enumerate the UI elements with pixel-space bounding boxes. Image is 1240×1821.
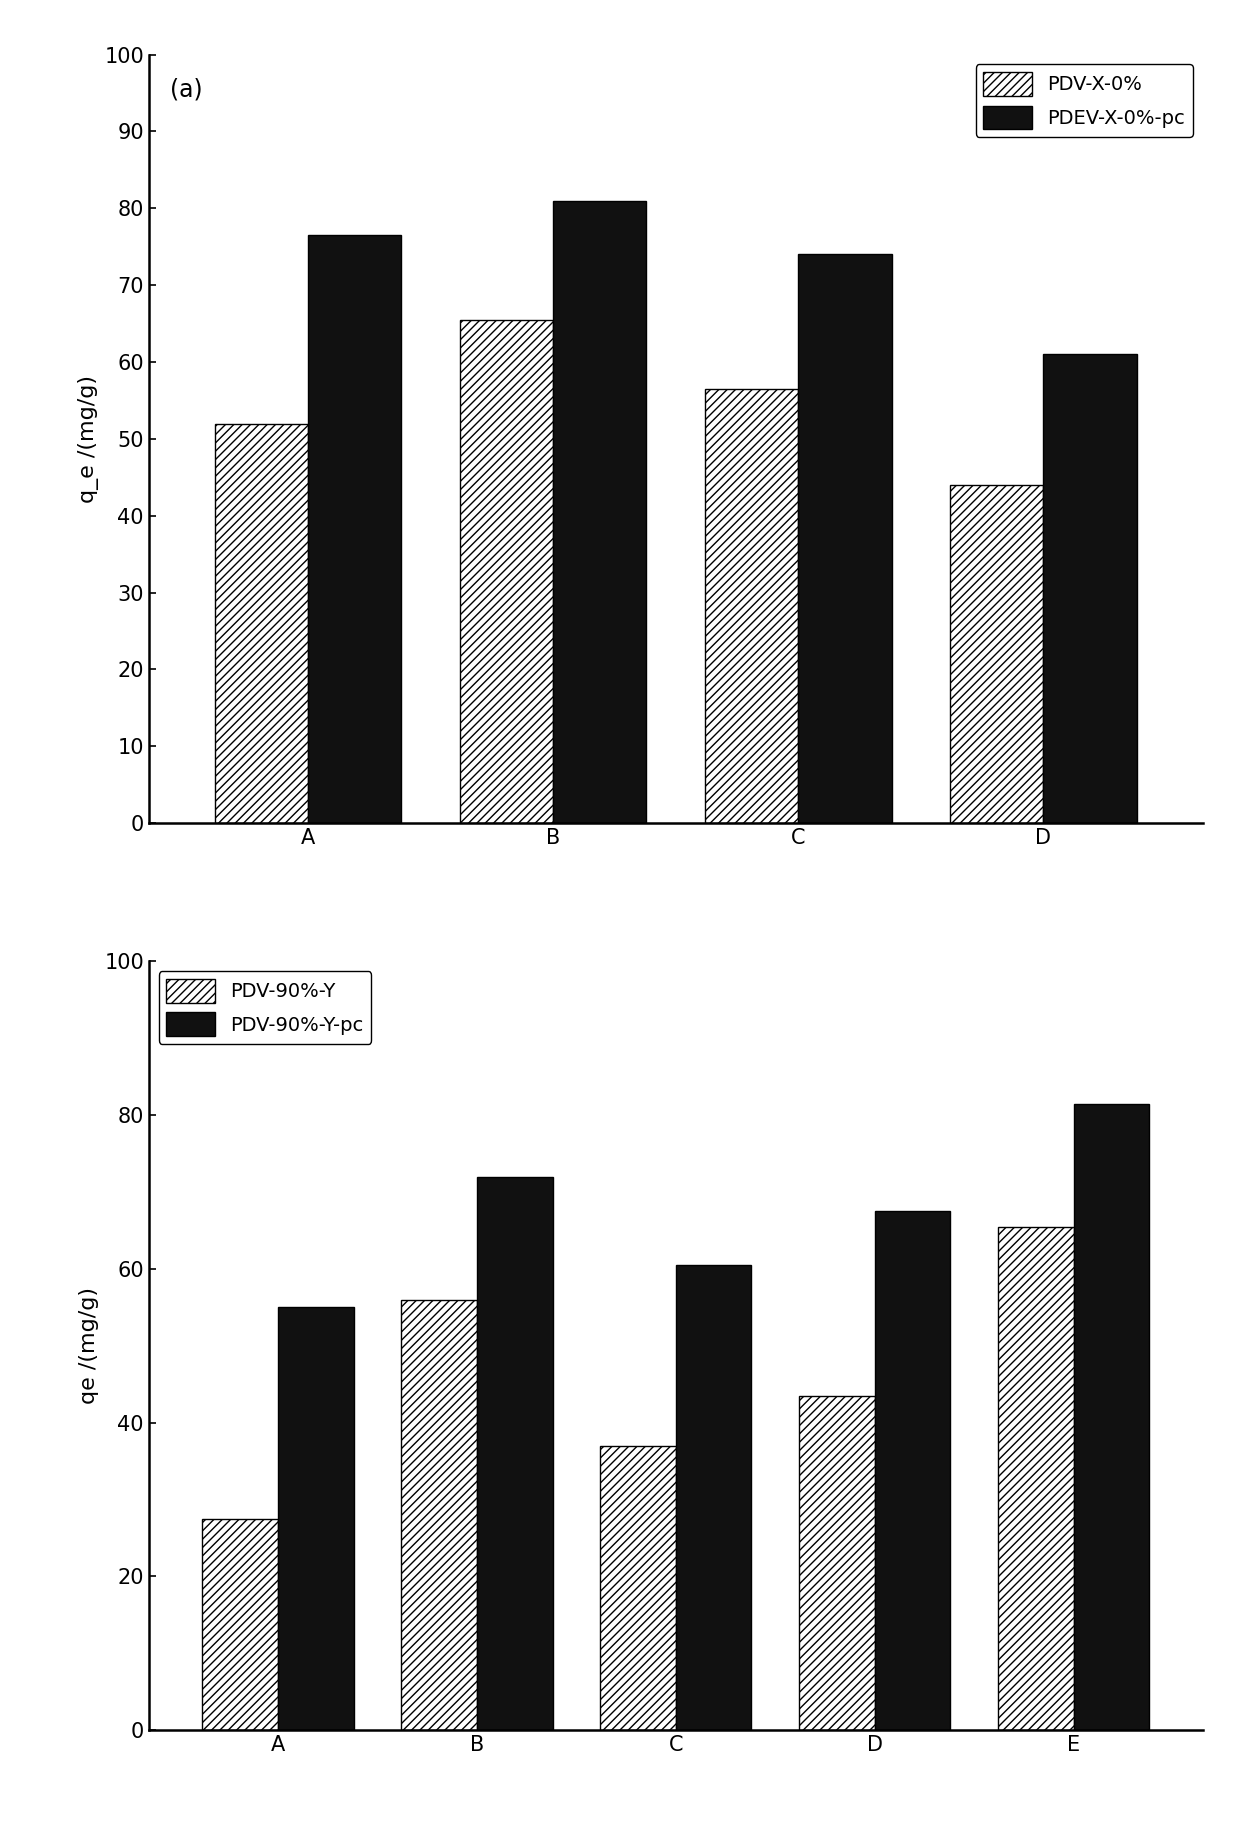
Bar bbox=[1044, 355, 1137, 823]
Bar bbox=[874, 1211, 950, 1730]
Legend: PDV-X-0%, PDEV-X-0%-pc: PDV-X-0%, PDEV-X-0%-pc bbox=[976, 64, 1193, 137]
Bar bbox=[278, 1307, 353, 1730]
Bar bbox=[402, 1300, 477, 1730]
Text: (a): (a) bbox=[170, 78, 202, 102]
Bar bbox=[553, 200, 646, 823]
Text: (b): (b) bbox=[170, 985, 203, 1009]
Bar bbox=[1074, 1104, 1149, 1730]
Bar bbox=[202, 1519, 278, 1730]
Bar bbox=[950, 484, 1044, 823]
Bar bbox=[676, 1266, 751, 1730]
Bar bbox=[600, 1446, 676, 1730]
Bar bbox=[215, 424, 308, 823]
Legend: PDV-90%-Y, PDV-90%-Y-pc: PDV-90%-Y, PDV-90%-Y-pc bbox=[159, 971, 372, 1043]
Bar bbox=[477, 1176, 553, 1730]
Y-axis label: qe /(mg/g): qe /(mg/g) bbox=[78, 1287, 99, 1404]
Bar bbox=[799, 255, 892, 823]
Bar bbox=[706, 390, 799, 823]
Y-axis label: q_e /(mg/g): q_e /(mg/g) bbox=[78, 375, 99, 503]
Bar bbox=[460, 320, 553, 823]
Bar bbox=[799, 1395, 874, 1730]
Bar bbox=[308, 235, 402, 823]
Bar bbox=[998, 1227, 1074, 1730]
